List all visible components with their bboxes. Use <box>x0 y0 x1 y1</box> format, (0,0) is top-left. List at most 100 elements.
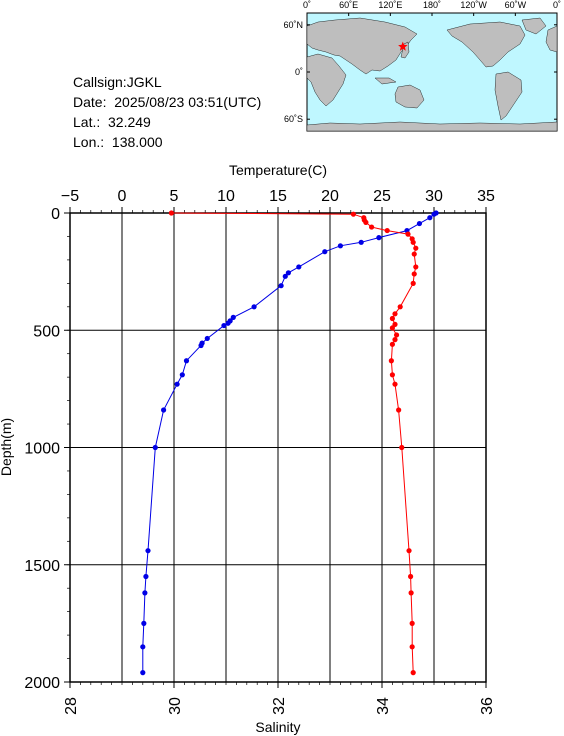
salinity-data-point <box>410 280 416 286</box>
salinity-data-point <box>389 372 395 378</box>
salinity-data-point <box>392 311 398 317</box>
salinity-data-point <box>399 444 405 451</box>
temperature-tick-label: −5 <box>61 188 79 205</box>
temperature-data-point <box>140 644 146 650</box>
temperature-tick-label: 30 <box>425 188 443 205</box>
depth-tick-label: 2000 <box>24 675 60 692</box>
temperature-tick-label: 15 <box>269 188 287 205</box>
temperature-data-point <box>282 273 288 279</box>
temperature-data-point <box>230 314 236 320</box>
map-land-africa <box>306 53 347 107</box>
map-lat-tick-label: 60˚S <box>284 114 303 124</box>
temperature-data-point <box>431 211 437 217</box>
salinity-tick-label: 36 <box>479 697 496 715</box>
depth-axis-title: Depth(m) <box>0 418 14 476</box>
station-longitude: Lon.: 138.000 <box>73 134 163 150</box>
salinity-data-point <box>384 227 390 234</box>
map-land-indonesia <box>374 77 397 85</box>
map-land-australia <box>394 84 425 109</box>
temperature-data-point <box>141 620 147 626</box>
salinity-tick-label: 30 <box>167 697 184 715</box>
temperature-data-point <box>416 220 423 227</box>
salinity-data-point <box>389 325 395 331</box>
temperature-data-point <box>161 407 167 413</box>
map-lon-tick-label: 60˚E <box>339 0 358 10</box>
temperature-tick-label: 0 <box>118 188 127 205</box>
salinity-profile-line <box>171 212 417 673</box>
temperature-data-point <box>427 215 433 221</box>
salinity-data-point <box>363 219 369 225</box>
depth-tick-label: 500 <box>33 323 60 340</box>
station-location-marker <box>398 41 408 51</box>
map-lon-tick-label: 60˚W <box>505 0 527 10</box>
salinity-data-point <box>410 239 416 245</box>
depth-tick-label: 1500 <box>24 558 60 575</box>
salinity-data-point <box>410 670 416 676</box>
salinity-tick-label: 28 <box>63 697 80 715</box>
station-date: Date: 2025/08/23 03:51(UTC) <box>73 94 262 110</box>
temperature-data-point <box>296 264 302 270</box>
temperature-data-point <box>183 358 190 364</box>
salinity-data-point <box>413 245 419 251</box>
salinity-axis-title: Salinity <box>255 719 300 735</box>
temperature-data-point <box>337 243 343 249</box>
temperature-data-point <box>143 573 149 580</box>
temperature-data-point <box>251 304 257 310</box>
salinity-tick-label: 34 <box>375 697 392 715</box>
map-land-south-america <box>494 71 523 121</box>
temperature-data-point <box>322 249 328 255</box>
salinity-tick-label: 32 <box>271 697 288 715</box>
map-lat-tick-label: 60˚N <box>283 20 303 30</box>
temperature-tick-label: 35 <box>477 188 495 205</box>
temperature-data-point <box>376 235 382 241</box>
depth-tick-label: 1000 <box>24 441 60 458</box>
salinity-data-point <box>168 210 174 216</box>
station-callsign: Callsign:JGKL <box>73 74 162 90</box>
map-lon-tick-label: 0˚ <box>303 0 311 10</box>
salinity-data-point <box>397 304 403 310</box>
temperature-data-point <box>278 283 284 289</box>
salinity-data-point <box>392 381 398 387</box>
salinity-data-point <box>408 590 414 596</box>
map-land-north-america <box>446 21 526 68</box>
salinity-data-point <box>409 620 415 626</box>
temperature-data-point <box>174 381 180 387</box>
temperature-data-point <box>225 320 231 326</box>
salinity-data-point <box>392 337 398 343</box>
salinity-data-point <box>413 264 419 270</box>
temperature-data-point <box>358 239 364 245</box>
salinity-data-point <box>409 644 415 650</box>
temperature-data-point <box>152 444 158 451</box>
salinity-data-point <box>405 231 411 237</box>
map-land-greenland <box>521 17 547 35</box>
temperature-tick-label: 5 <box>170 188 179 205</box>
temperature-data-point <box>179 372 185 378</box>
map-lon-tick-label: 120˚W <box>460 0 487 10</box>
map-land-antarctica <box>306 121 558 132</box>
temperature-profile-line <box>142 212 437 673</box>
salinity-data-point <box>411 271 417 277</box>
salinity-data-point <box>408 573 414 580</box>
temperature-data-point <box>142 590 148 596</box>
temperature-tick-label: 10 <box>217 188 235 205</box>
temperature-data-point <box>221 322 227 329</box>
map-lat-tick-label: 0˚ <box>295 67 303 77</box>
temperature-axis-title: Temperature(C) <box>229 162 327 178</box>
salinity-data-point <box>406 548 412 554</box>
temperature-data-point <box>285 270 291 276</box>
salinity-data-point <box>350 211 356 217</box>
location-map: 0˚ 60˚E 120˚E 180˚ 120˚W 60˚W 0˚ 60˚N0˚60˚S <box>283 0 561 132</box>
temperature-data-point <box>204 335 210 342</box>
salinity-data-point <box>389 341 395 347</box>
temperature-tick-label: 25 <box>373 188 391 205</box>
temperature-data-point <box>145 548 151 554</box>
salinity-data-point <box>389 315 395 322</box>
map-lon-tick-label: 180˚ <box>423 0 441 10</box>
salinity-data-point <box>396 407 402 413</box>
station-latitude: Lat.: 32.249 <box>73 114 151 130</box>
temperature-data-point <box>198 342 204 349</box>
map-land-eurasia <box>306 17 418 75</box>
salinity-data-point <box>388 358 394 364</box>
salinity-data-point <box>411 251 417 257</box>
